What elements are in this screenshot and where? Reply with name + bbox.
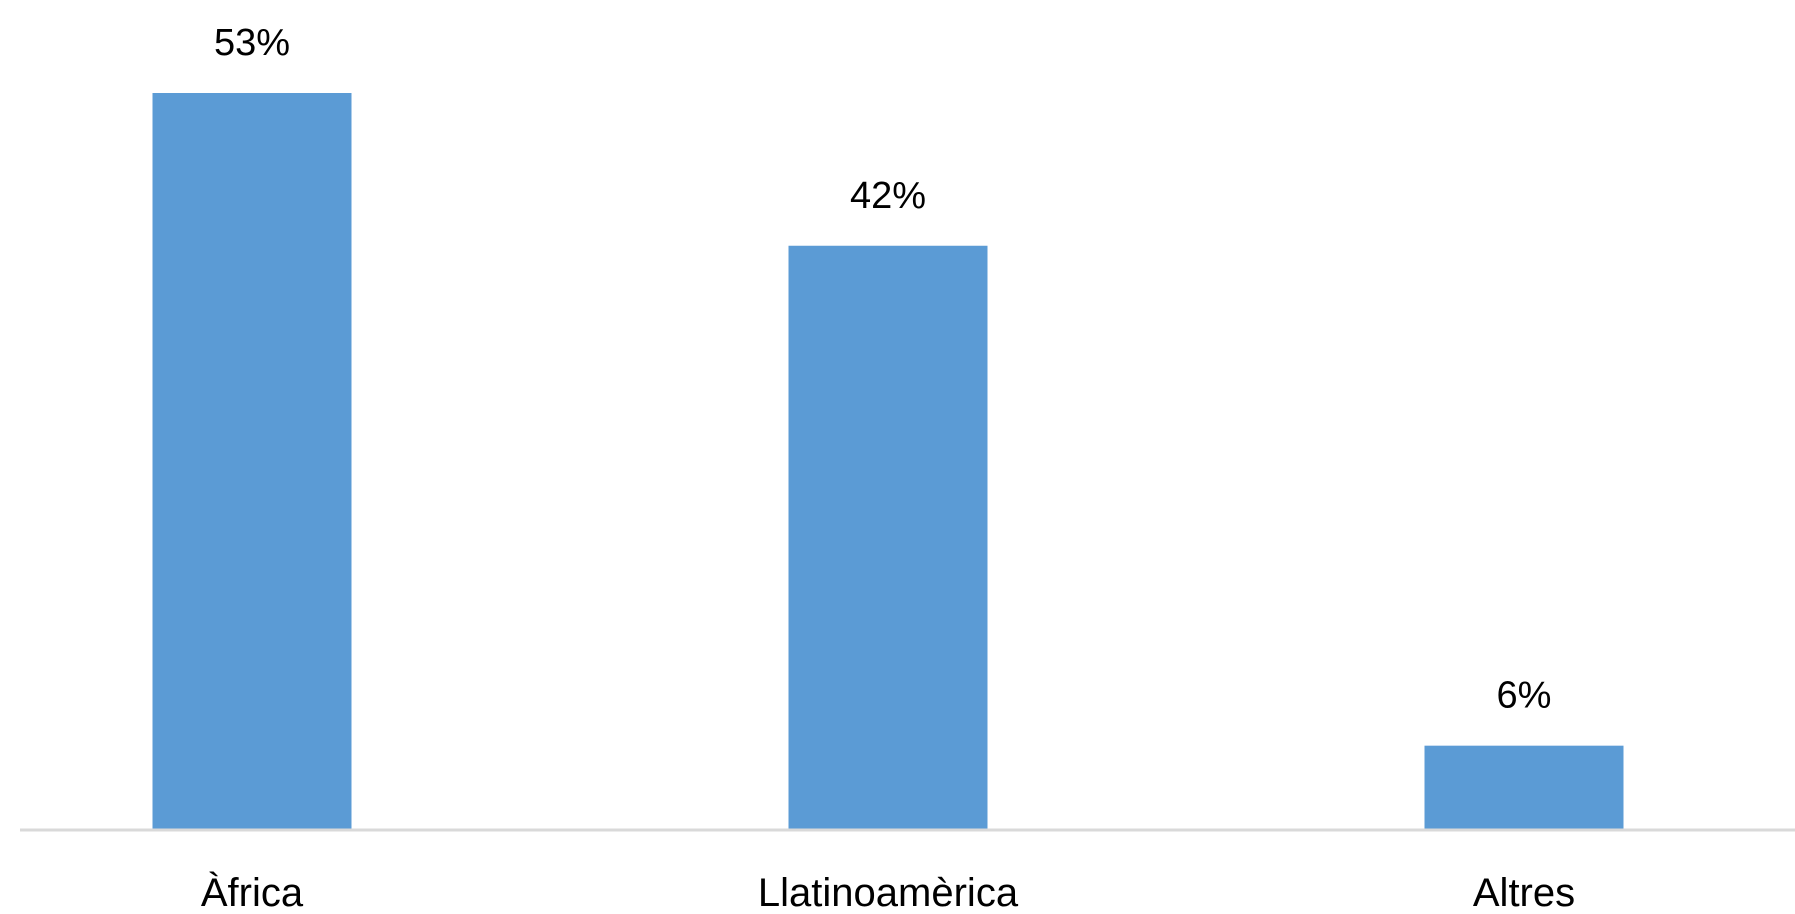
category-labels-group: Àfrica Llatinoamèrica Altres <box>201 870 1575 914</box>
bar-2 <box>1424 745 1624 829</box>
bar-0 <box>152 93 352 829</box>
bar-1 <box>788 245 988 830</box>
category-label-2: Altres <box>1473 871 1575 914</box>
data-labels-group: 53% 42% 6% <box>214 22 1551 717</box>
data-label-1: 42% <box>850 175 926 217</box>
data-label-2: 6% <box>1497 675 1552 717</box>
data-label-0: 53% <box>214 22 290 64</box>
bars-group <box>152 93 1624 830</box>
category-label-1: Llatinoamèrica <box>758 871 1019 914</box>
category-label-0: Àfrica <box>201 870 304 914</box>
